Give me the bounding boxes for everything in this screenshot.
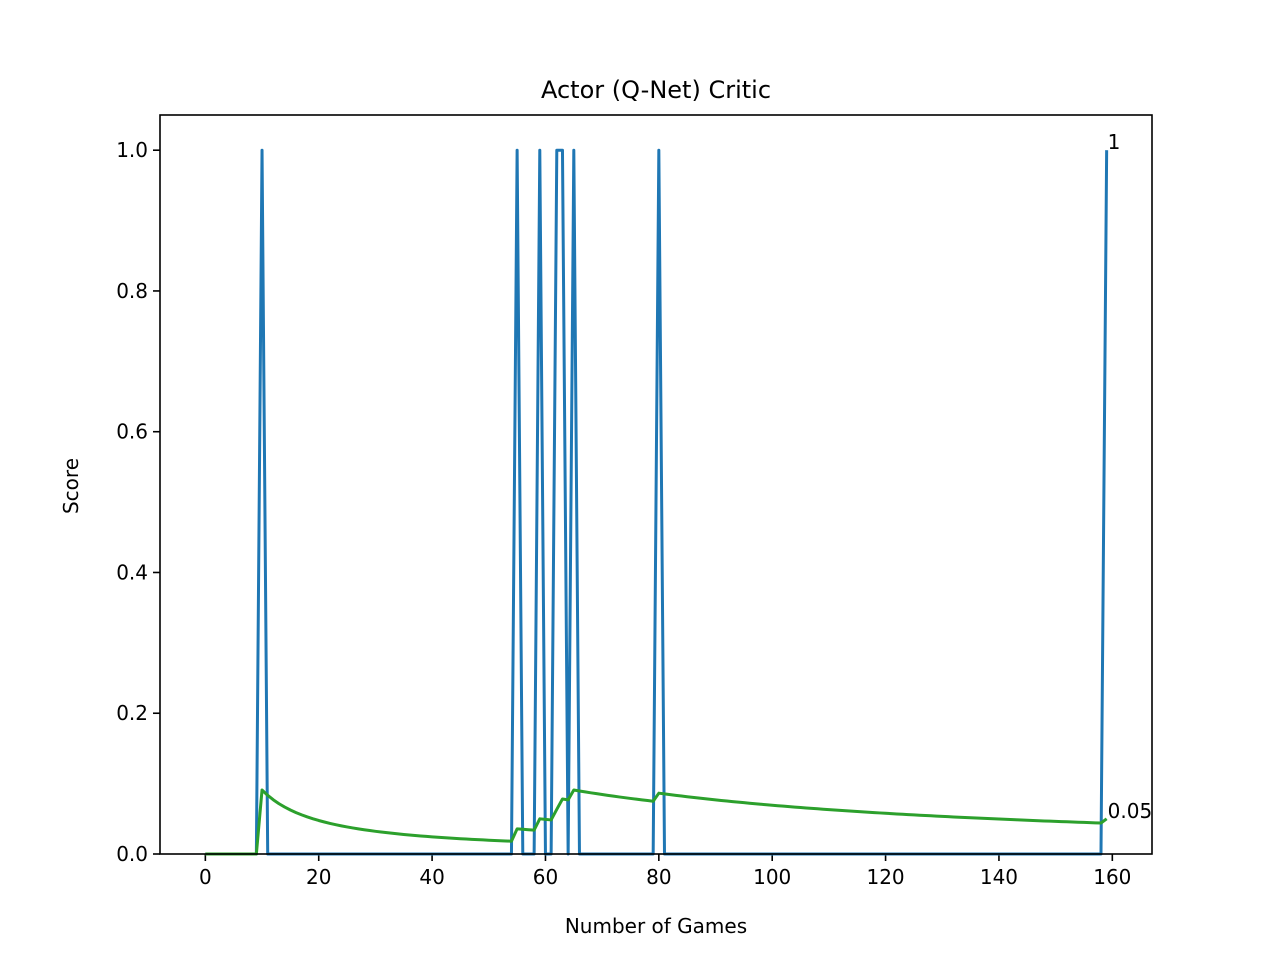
y-axis-ticks: 0.0 0.2 0.4 0.6 0.8 1.0 xyxy=(116,138,160,866)
y-tick-label: 0.2 xyxy=(116,701,148,725)
annotation-layer: 10.05 xyxy=(1108,130,1153,823)
x-axis-label: Number of Games xyxy=(565,914,747,938)
x-tick-label: 80 xyxy=(646,865,671,889)
y-axis-label: Score xyxy=(59,458,83,514)
x-tick-label: 160 xyxy=(1093,865,1131,889)
x-tick-label: 140 xyxy=(980,865,1018,889)
x-tick-label: 20 xyxy=(306,865,331,889)
plot-frame xyxy=(159,114,1153,855)
x-tick-label: 100 xyxy=(753,865,791,889)
x-tick-label: 40 xyxy=(419,865,444,889)
y-tick-label: 0.8 xyxy=(116,279,148,303)
x-tick-label: 120 xyxy=(866,865,904,889)
x-tick-label: 60 xyxy=(533,865,558,889)
y-tick-label: 0.4 xyxy=(116,560,148,584)
annotation-label: 0.05 xyxy=(1108,799,1153,823)
x-tick-label: 0 xyxy=(199,865,212,889)
y-tick-label: 0.0 xyxy=(116,842,148,866)
annotation-label: 1 xyxy=(1108,130,1121,154)
y-tick-label: 0.6 xyxy=(116,420,148,444)
series-line-mean xyxy=(205,788,1108,856)
y-tick-label: 1.0 xyxy=(116,138,148,162)
chart-title: Actor (Q-Net) Critic xyxy=(541,76,771,104)
